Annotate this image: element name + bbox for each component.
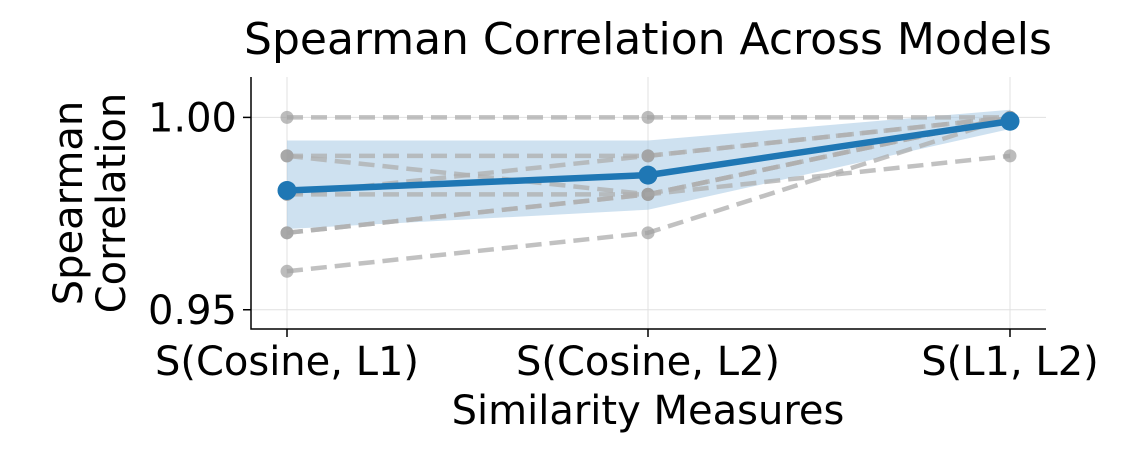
mean-point-1: [277, 180, 297, 200]
x-axis-label: Similarity Measures: [452, 388, 845, 434]
y-axis-label-line-1: Spearman: [46, 101, 92, 305]
mean-point-2: [638, 165, 658, 185]
y-ticks: 0.95 1.00: [148, 95, 251, 334]
model-point-1-1: [280, 110, 294, 124]
model-series-7: [280, 149, 1017, 240]
mean-line-layer: [277, 111, 1020, 200]
y-tick-label-0: 0.95: [148, 288, 237, 334]
model-point-1-2: [641, 110, 655, 124]
model-point-3-1: [280, 149, 294, 163]
chart-title: Spearman Correlation Across Models: [244, 14, 1052, 65]
model-point-7-3: [1003, 149, 1017, 163]
model-point-8-2: [641, 226, 655, 240]
y-tick-label-1: 1.00: [148, 95, 237, 141]
model-point-7-1: [280, 226, 294, 240]
model-point-7-2: [641, 187, 655, 201]
x-tick-label-0: S(Cosine, L1): [155, 339, 419, 385]
x-ticks: S(Cosine, L1) S(Cosine, L2) S(L1, L2): [155, 329, 1099, 385]
model-point-4-2: [641, 149, 655, 163]
mean-point-3: [1000, 111, 1020, 131]
axis-spines: [250, 77, 1046, 330]
x-tick-label-1: S(Cosine, L2): [516, 339, 780, 385]
y-axis-label-line-2: Correlation: [89, 93, 135, 314]
model-point-8-1: [280, 264, 294, 278]
axes: [250, 77, 1046, 330]
x-tick-label-2: S(L1, L2): [921, 339, 1099, 385]
